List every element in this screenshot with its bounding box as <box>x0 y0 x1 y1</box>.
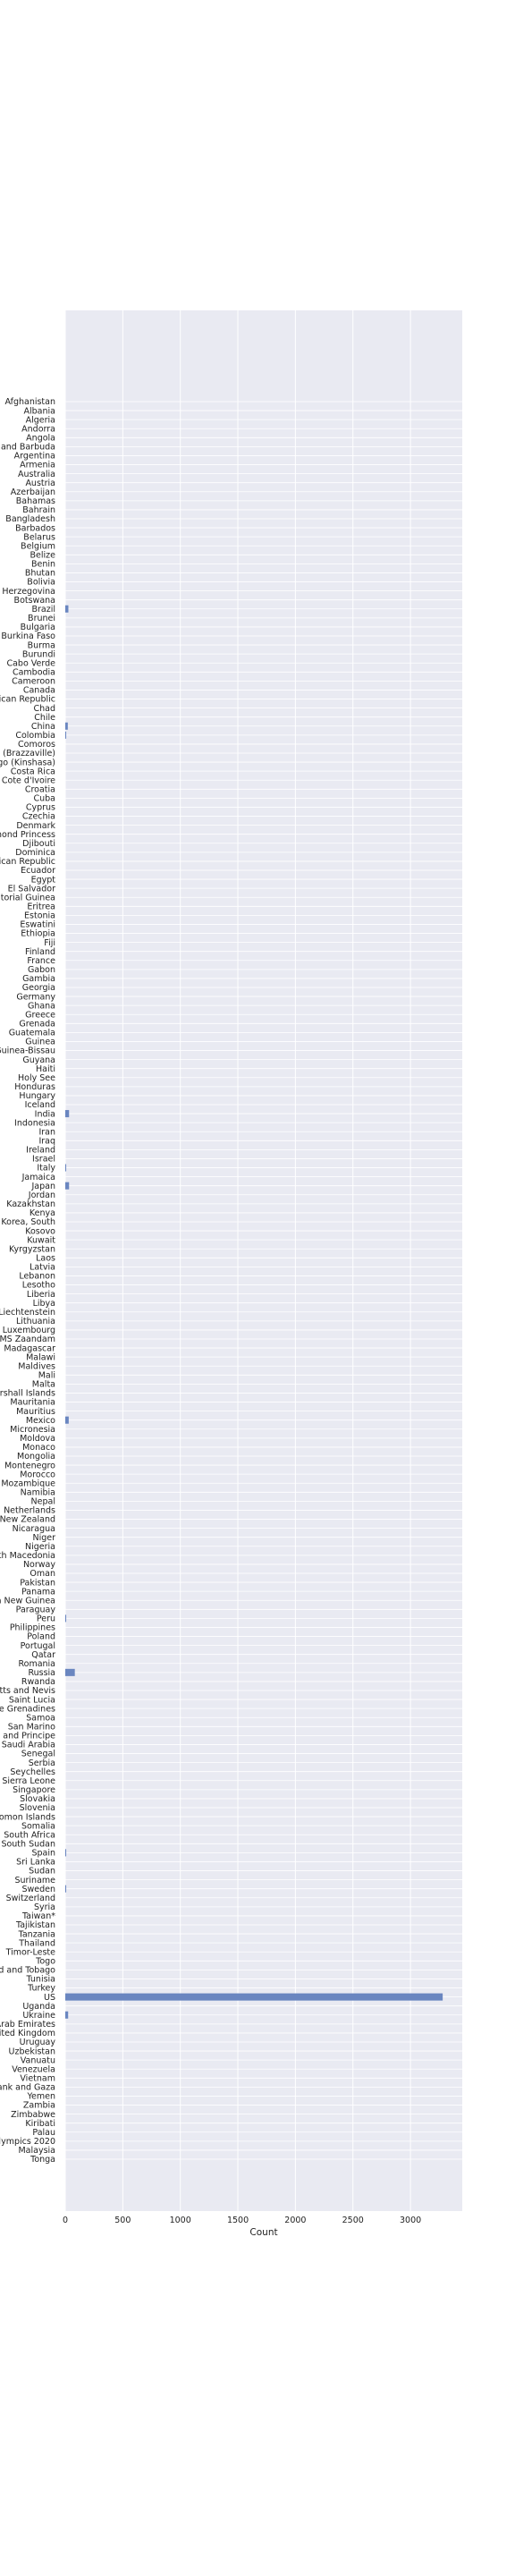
x-tick-label: 500 <box>114 2216 131 2225</box>
bar-mexico <box>65 1417 69 1424</box>
category-tick-labels: AfghanistanAlbaniaAlgeriaAndorraAngola An… <box>0 397 55 2165</box>
plot-area <box>65 310 462 2211</box>
bar-spain <box>65 1849 66 1856</box>
x-tick-label: 1000 <box>170 2216 191 2225</box>
bar-us <box>65 1994 443 2001</box>
category-tick-label: Tonga <box>30 2155 55 2165</box>
bar-ukraine <box>65 2012 68 2019</box>
bar-italy <box>65 1165 66 1172</box>
bar-india <box>65 1110 69 1117</box>
bar-russia <box>65 1669 75 1676</box>
bar-japan <box>65 1182 69 1190</box>
x-tick-label: 3000 <box>400 2216 421 2225</box>
bar-peru <box>65 1614 66 1622</box>
bar-sweden <box>65 1885 66 1893</box>
x-tick-labels: 0 500 1000 1500 2000 2500 3000 <box>63 2216 421 2225</box>
bar-colombia <box>65 732 66 739</box>
x-tick-label: 2500 <box>342 2216 364 2225</box>
x-tick-label: 2000 <box>284 2216 306 2225</box>
x-tick-label: 1500 <box>227 2216 249 2225</box>
bar-china <box>65 723 68 730</box>
bar-brazil <box>65 606 68 613</box>
x-tick-label: 0 <box>63 2216 68 2225</box>
x-axis-label: Count <box>249 2227 277 2238</box>
